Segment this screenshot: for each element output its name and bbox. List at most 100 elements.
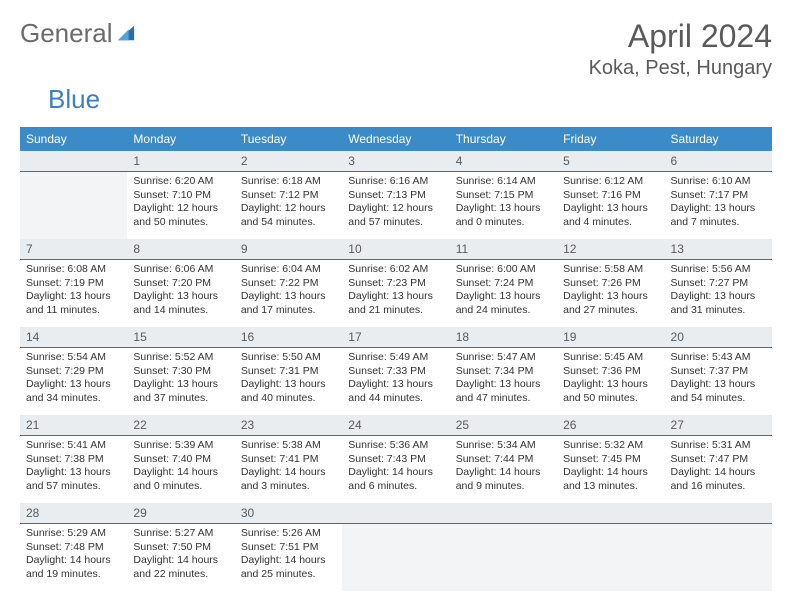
day-number-bar: 6	[665, 151, 772, 172]
calendar-cell: 2Sunrise: 6:18 AMSunset: 7:12 PMDaylight…	[235, 151, 342, 239]
daylight-line: Daylight: 13 hours and 50 minutes.	[563, 378, 658, 405]
sunrise-line: Sunrise: 6:02 AM	[348, 263, 443, 277]
sunset-line: Sunset: 7:43 PM	[348, 453, 443, 467]
sunset-line: Sunset: 7:51 PM	[241, 541, 336, 555]
calendar-cell: 24Sunrise: 5:36 AMSunset: 7:43 PMDayligh…	[342, 415, 449, 503]
daylight-line: Daylight: 12 hours and 50 minutes.	[133, 202, 228, 229]
sunrise-line: Sunrise: 5:56 AM	[671, 263, 766, 277]
day-body: Sunrise: 6:18 AMSunset: 7:12 PMDaylight:…	[235, 172, 342, 239]
sunset-line: Sunset: 7:19 PM	[26, 277, 121, 291]
calendar-cell: 12Sunrise: 5:58 AMSunset: 7:26 PMDayligh…	[557, 239, 664, 327]
daylight-line: Daylight: 13 hours and 40 minutes.	[241, 378, 336, 405]
calendar-body: 1Sunrise: 6:20 AMSunset: 7:10 PMDaylight…	[20, 151, 772, 591]
header: General April 2024 Koka, Pest, Hungary	[20, 18, 772, 80]
sunset-line: Sunset: 7:24 PM	[456, 277, 551, 291]
daylight-line: Daylight: 13 hours and 54 minutes.	[671, 378, 766, 405]
calendar-cell	[342, 503, 449, 591]
daylight-line: Daylight: 13 hours and 34 minutes.	[26, 378, 121, 405]
day-number-bar: 26	[557, 415, 664, 436]
day-number-bar	[557, 503, 664, 524]
weekday-header: Wednesday	[342, 127, 449, 151]
day-number-bar: 29	[127, 503, 234, 524]
calendar-cell: 3Sunrise: 6:16 AMSunset: 7:13 PMDaylight…	[342, 151, 449, 239]
daylight-line: Daylight: 14 hours and 3 minutes.	[241, 466, 336, 493]
sunset-line: Sunset: 7:27 PM	[671, 277, 766, 291]
daylight-line: Daylight: 14 hours and 19 minutes.	[26, 554, 121, 581]
calendar-cell: 28Sunrise: 5:29 AMSunset: 7:48 PMDayligh…	[20, 503, 127, 591]
sunrise-line: Sunrise: 5:36 AM	[348, 439, 443, 453]
daylight-line: Daylight: 13 hours and 37 minutes.	[133, 378, 228, 405]
day-number-bar: 1	[127, 151, 234, 172]
sunset-line: Sunset: 7:45 PM	[563, 453, 658, 467]
calendar-cell: 20Sunrise: 5:43 AMSunset: 7:37 PMDayligh…	[665, 327, 772, 415]
sunrise-line: Sunrise: 5:27 AM	[133, 527, 228, 541]
sunrise-line: Sunrise: 5:54 AM	[26, 351, 121, 365]
daylight-line: Daylight: 13 hours and 17 minutes.	[241, 290, 336, 317]
calendar-cell: 15Sunrise: 5:52 AMSunset: 7:30 PMDayligh…	[127, 327, 234, 415]
sunset-line: Sunset: 7:37 PM	[671, 365, 766, 379]
weekday-header: Sunday	[20, 127, 127, 151]
sunrise-line: Sunrise: 6:08 AM	[26, 263, 121, 277]
sunset-line: Sunset: 7:13 PM	[348, 189, 443, 203]
day-body: Sunrise: 5:31 AMSunset: 7:47 PMDaylight:…	[665, 436, 772, 503]
daylight-line: Daylight: 13 hours and 14 minutes.	[133, 290, 228, 317]
sunset-line: Sunset: 7:26 PM	[563, 277, 658, 291]
day-number-bar: 9	[235, 239, 342, 260]
sunrise-line: Sunrise: 6:18 AM	[241, 175, 336, 189]
day-number-bar: 18	[450, 327, 557, 348]
sunrise-line: Sunrise: 6:12 AM	[563, 175, 658, 189]
daylight-line: Daylight: 12 hours and 54 minutes.	[241, 202, 336, 229]
day-number-bar: 4	[450, 151, 557, 172]
calendar-cell	[557, 503, 664, 591]
day-body: Sunrise: 6:00 AMSunset: 7:24 PMDaylight:…	[450, 260, 557, 327]
daylight-line: Daylight: 14 hours and 9 minutes.	[456, 466, 551, 493]
calendar-cell: 21Sunrise: 5:41 AMSunset: 7:38 PMDayligh…	[20, 415, 127, 503]
sunrise-line: Sunrise: 5:43 AM	[671, 351, 766, 365]
daylight-line: Daylight: 14 hours and 6 minutes.	[348, 466, 443, 493]
calendar-cell: 16Sunrise: 5:50 AMSunset: 7:31 PMDayligh…	[235, 327, 342, 415]
daylight-line: Daylight: 14 hours and 22 minutes.	[133, 554, 228, 581]
sunrise-line: Sunrise: 5:29 AM	[26, 527, 121, 541]
day-number-bar: 22	[127, 415, 234, 436]
day-number-bar: 25	[450, 415, 557, 436]
day-number-bar: 11	[450, 239, 557, 260]
day-number-bar: 10	[342, 239, 449, 260]
weekday-header-row: SundayMondayTuesdayWednesdayThursdayFrid…	[20, 127, 772, 151]
sunset-line: Sunset: 7:44 PM	[456, 453, 551, 467]
day-body	[665, 524, 772, 591]
sunrise-line: Sunrise: 5:32 AM	[563, 439, 658, 453]
day-body: Sunrise: 5:32 AMSunset: 7:45 PMDaylight:…	[557, 436, 664, 503]
day-number-bar: 19	[557, 327, 664, 348]
sunrise-line: Sunrise: 5:49 AM	[348, 351, 443, 365]
sunrise-line: Sunrise: 5:31 AM	[671, 439, 766, 453]
day-number-bar	[665, 503, 772, 524]
sunrise-line: Sunrise: 5:38 AM	[241, 439, 336, 453]
day-body: Sunrise: 5:34 AMSunset: 7:44 PMDaylight:…	[450, 436, 557, 503]
weekday-header: Tuesday	[235, 127, 342, 151]
sunrise-line: Sunrise: 6:16 AM	[348, 175, 443, 189]
sunset-line: Sunset: 7:29 PM	[26, 365, 121, 379]
day-body	[450, 524, 557, 591]
calendar-cell: 25Sunrise: 5:34 AMSunset: 7:44 PMDayligh…	[450, 415, 557, 503]
day-number-bar: 21	[20, 415, 127, 436]
month-title: April 2024	[589, 18, 772, 55]
sunrise-line: Sunrise: 5:34 AM	[456, 439, 551, 453]
day-body: Sunrise: 5:56 AMSunset: 7:27 PMDaylight:…	[665, 260, 772, 327]
sunset-line: Sunset: 7:36 PM	[563, 365, 658, 379]
sunset-line: Sunset: 7:34 PM	[456, 365, 551, 379]
daylight-line: Daylight: 13 hours and 57 minutes.	[26, 466, 121, 493]
daylight-line: Daylight: 13 hours and 0 minutes.	[456, 202, 551, 229]
sunrise-line: Sunrise: 5:50 AM	[241, 351, 336, 365]
day-body: Sunrise: 5:43 AMSunset: 7:37 PMDaylight:…	[665, 348, 772, 415]
day-number-bar: 8	[127, 239, 234, 260]
calendar-cell: 18Sunrise: 5:47 AMSunset: 7:34 PMDayligh…	[450, 327, 557, 415]
calendar-row: 28Sunrise: 5:29 AMSunset: 7:48 PMDayligh…	[20, 503, 772, 591]
daylight-line: Daylight: 13 hours and 21 minutes.	[348, 290, 443, 317]
calendar-cell: 30Sunrise: 5:26 AMSunset: 7:51 PMDayligh…	[235, 503, 342, 591]
daylight-line: Daylight: 13 hours and 7 minutes.	[671, 202, 766, 229]
logo-sail-icon	[116, 18, 136, 49]
day-body: Sunrise: 5:26 AMSunset: 7:51 PMDaylight:…	[235, 524, 342, 591]
calendar-cell: 9Sunrise: 6:04 AMSunset: 7:22 PMDaylight…	[235, 239, 342, 327]
calendar-cell: 23Sunrise: 5:38 AMSunset: 7:41 PMDayligh…	[235, 415, 342, 503]
calendar-cell: 1Sunrise: 6:20 AMSunset: 7:10 PMDaylight…	[127, 151, 234, 239]
